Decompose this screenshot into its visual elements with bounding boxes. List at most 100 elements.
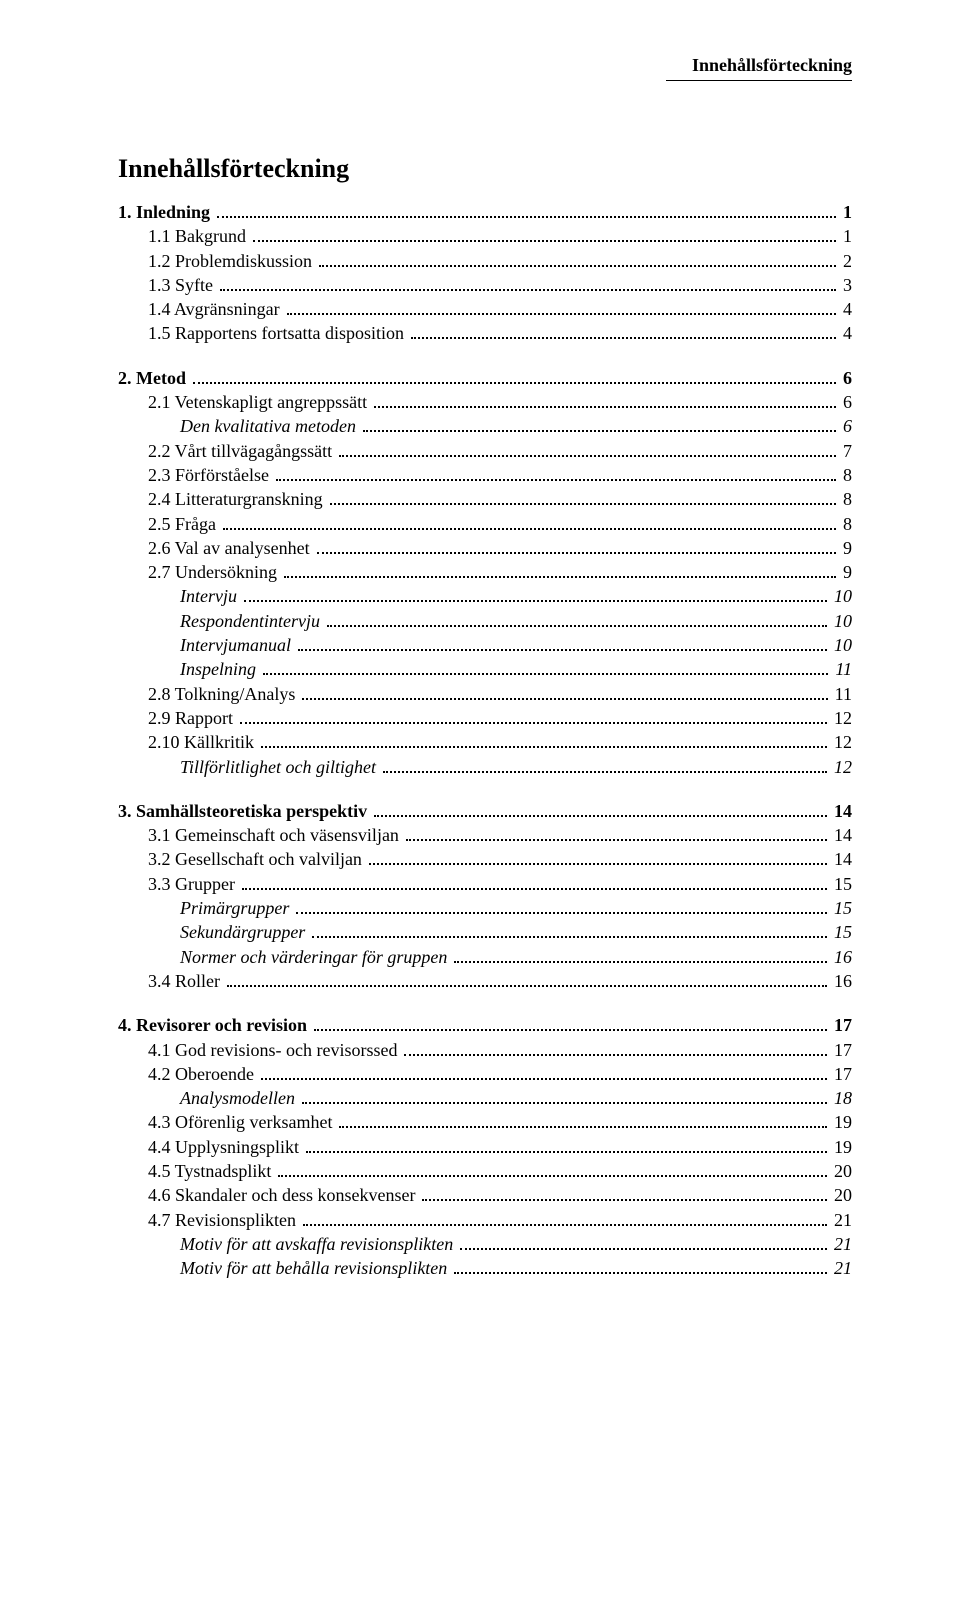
toc-row: Motiv för att avskaffa revisionsplikten2…	[118, 1232, 852, 1256]
toc-leader-dots	[319, 265, 836, 267]
toc-row: Analysmodellen18	[118, 1086, 852, 1110]
toc-leader-dots	[374, 406, 836, 408]
toc-entry-label: 2.5 Fråga	[148, 512, 220, 536]
toc-entry-label: Normer och värderingar för gruppen	[180, 945, 451, 969]
toc-entry-page: 12	[830, 755, 852, 779]
toc-leader-dots	[312, 936, 827, 938]
toc-entry-page: 1	[839, 200, 852, 224]
toc-entry-label: 2.7 Undersökning	[148, 560, 281, 584]
toc-leader-dots	[404, 1054, 827, 1056]
toc-leader-dots	[314, 1029, 827, 1031]
page: Innehållsförteckning Innehållsförtecknin…	[0, 0, 960, 1614]
toc-entry-page: 12	[830, 706, 852, 730]
toc-entry-label: 3.4 Roller	[148, 969, 224, 993]
toc-entry-page: 3	[839, 273, 852, 297]
toc-leader-dots	[261, 746, 827, 748]
toc-leader-dots	[383, 771, 827, 773]
toc-entry-page: 6	[839, 366, 852, 390]
toc-entry-label: Intervju	[180, 584, 241, 608]
toc-entry-label: Primärgrupper	[180, 896, 293, 920]
toc-row: Tillförlitlighet och giltighet12	[118, 755, 852, 779]
running-header-rule	[666, 80, 852, 81]
toc-leader-dots	[302, 1102, 827, 1104]
toc-entry-label: 1.4 Avgränsningar	[148, 297, 284, 321]
toc-entry-label: 2.9 Rapport	[148, 706, 237, 730]
toc-leader-dots	[454, 1272, 827, 1274]
toc-leader-dots	[242, 888, 827, 890]
toc-row: 3.2 Gesellschaft och valviljan 14	[118, 847, 852, 871]
toc-entry-label: Sekundärgrupper	[180, 920, 309, 944]
toc-entry-label: 4.4 Upplysningsplikt	[148, 1135, 303, 1159]
toc-leader-dots	[240, 722, 827, 724]
toc-title: Innehållsförteckning	[118, 154, 852, 184]
toc-entry-page: 7	[839, 439, 852, 463]
toc-entry-page: 8	[839, 463, 852, 487]
toc-entry-label: 1.2 Problemdiskussion	[148, 249, 316, 273]
toc-row: 4.7 Revisionsplikten 21	[118, 1208, 852, 1232]
toc-leader-dots	[374, 815, 827, 817]
toc-leader-dots	[422, 1199, 827, 1201]
toc-entry-page: 10	[830, 609, 852, 633]
toc-entry-page: 20	[830, 1159, 852, 1183]
toc-entry-page: 11	[831, 682, 852, 706]
toc-row: Normer och värderingar för gruppen16	[118, 945, 852, 969]
toc-leader-dots	[261, 1078, 827, 1080]
toc-entry-label: 2.10 Källkritik	[148, 730, 258, 754]
toc-entry-label: 2.4 Litteraturgranskning	[148, 487, 327, 511]
toc-entry-page: 15	[830, 872, 852, 896]
toc-row: 4.4 Upplysningsplikt19	[118, 1135, 852, 1159]
toc-leader-dots	[363, 430, 836, 432]
toc-leader-dots	[369, 863, 827, 865]
toc-row: Respondentintervju10	[118, 609, 852, 633]
toc-entry-label: 2.3 Förförståelse	[148, 463, 273, 487]
toc-entry-page: 17	[830, 1062, 852, 1086]
toc-entry-page: 6	[839, 414, 852, 438]
toc-leader-dots	[303, 1224, 827, 1226]
toc-leader-dots	[284, 576, 836, 578]
toc-entry-label: 3.2 Gesellschaft och valviljan	[148, 847, 366, 871]
toc-entry-label: Intervjumanual	[180, 633, 295, 657]
toc-section: 1. Inledning 11.1 Bakgrund11.2 Problemdis…	[118, 200, 852, 346]
running-header: Innehållsförteckning	[666, 56, 852, 81]
toc-row: 4.1 God revisions- och revisorssed17	[118, 1038, 852, 1062]
toc-section: 2. Metod62.1 Vetenskapligt angreppssätt6…	[118, 366, 852, 779]
toc-entry-page: 9	[839, 536, 852, 560]
toc-row: 2.6 Val av analysenhet 9	[118, 536, 852, 560]
toc-leader-dots	[217, 216, 836, 218]
toc-row: 4.6 Skandaler och dess konsekvenser 20	[118, 1183, 852, 1207]
toc-row: 2.4 Litteraturgranskning 8	[118, 487, 852, 511]
toc-entry-label: 4.7 Revisionsplikten	[148, 1208, 300, 1232]
toc-entry-page: 8	[839, 512, 852, 536]
toc-entry-page: 8	[839, 487, 852, 511]
toc-entry-label: 1. Inledning	[118, 200, 214, 224]
toc-leader-dots	[327, 625, 827, 627]
toc-leader-dots	[302, 698, 827, 700]
toc-entry-page: 16	[830, 969, 852, 993]
toc-row: 4.2 Oberoende 17	[118, 1062, 852, 1086]
toc-leader-dots	[223, 528, 836, 530]
toc-entry-label: 4.6 Skandaler och dess konsekvenser	[148, 1183, 419, 1207]
toc-entry-label: 3.1 Gemeinschaft och väsensviljan	[148, 823, 403, 847]
toc-leader-dots	[227, 985, 827, 987]
toc-entry-label: Inspelning	[180, 657, 260, 681]
toc-entry-page: 2	[839, 249, 852, 273]
toc-leader-dots	[298, 649, 827, 651]
toc-section: 4. Revisorer och revision174.1 God revis…	[118, 1013, 852, 1280]
toc-entry-page: 11	[831, 657, 852, 681]
toc-entry-label: 1.1 Bakgrund	[148, 224, 250, 248]
toc-entry-page: 19	[830, 1110, 852, 1134]
toc-entry-label: 2.8 Tolkning/Analys	[148, 682, 299, 706]
toc-entry-page: 14	[830, 847, 852, 871]
toc-leader-dots	[317, 552, 836, 554]
toc-entry-label: 4.2 Oberoende	[148, 1062, 258, 1086]
toc-row: 4.3 Oförenlig verksamhet19	[118, 1110, 852, 1134]
toc-row: 2.10 Källkritik12	[118, 730, 852, 754]
toc-entry-label: 2.6 Val av analysenhet	[148, 536, 314, 560]
toc-row: 1.1 Bakgrund1	[118, 224, 852, 248]
toc-entry-page: 21	[830, 1208, 852, 1232]
toc-leader-dots	[296, 912, 827, 914]
toc-entry-page: 20	[830, 1183, 852, 1207]
toc-entry-page: 18	[830, 1086, 852, 1110]
toc-row: 2. Metod6	[118, 366, 852, 390]
toc-row: 2.2 Vårt tillvägagångssätt7	[118, 439, 852, 463]
